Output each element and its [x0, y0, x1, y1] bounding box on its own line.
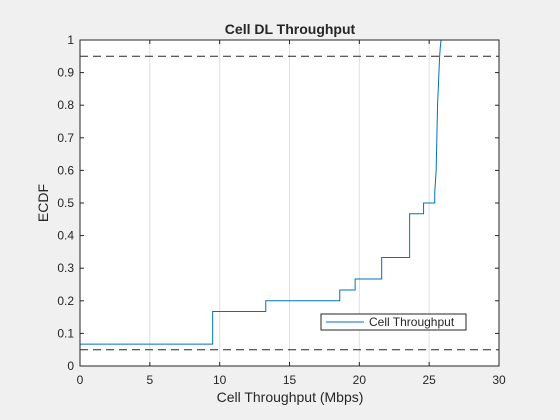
- x-tick-label-2: 10: [213, 373, 227, 387]
- x-tick-labels: 0 5 10 15 20 25 30: [77, 373, 506, 387]
- series-line-0: [79, 39, 442, 366]
- series: [79, 39, 442, 366]
- legend[interactable]: Cell Throughput: [320, 313, 467, 331]
- x-tick-label-3: 15: [283, 373, 297, 387]
- y-tick-label-7: 0.7: [57, 131, 74, 145]
- x-axis-label: Cell Throughput (Mbps): [217, 389, 364, 405]
- y-tick-label-4: 0.4: [57, 229, 74, 243]
- legend-label: Cell Throughput: [369, 315, 455, 329]
- y-tick-labels: 0 0.1 0.2 0.3 0.4 0.5 0.6 0.7 0.8 0.9 1: [57, 33, 74, 373]
- chart-title: Cell DL Throughput: [225, 21, 356, 37]
- x-tick-label-6: 30: [492, 373, 506, 387]
- y-tick-label-8: 0.8: [57, 98, 74, 112]
- y-tick-label-2: 0.2: [57, 294, 74, 308]
- x-tick-label-4: 20: [353, 373, 367, 387]
- reference-lines: [80, 55, 499, 351]
- y-tick-label-9: 0.9: [57, 66, 74, 80]
- y-tick-label-5: 0.5: [57, 196, 74, 210]
- y-axis-label: ECDF: [35, 184, 51, 222]
- y-tick-label-10: 1: [67, 33, 74, 47]
- y-tick-label-6: 0.6: [57, 163, 74, 177]
- y-tick-label-3: 0.3: [57, 261, 74, 275]
- x-tick-label-5: 25: [422, 373, 436, 387]
- ticks: [79, 39, 500, 367]
- legend-box: [320, 313, 467, 331]
- x-tick-label-1: 5: [146, 373, 153, 387]
- x-tick-label-0: 0: [77, 373, 84, 387]
- y-tick-label-1: 0.1: [57, 326, 74, 340]
- grid: [149, 40, 430, 366]
- y-tick-label-0: 0: [67, 359, 74, 373]
